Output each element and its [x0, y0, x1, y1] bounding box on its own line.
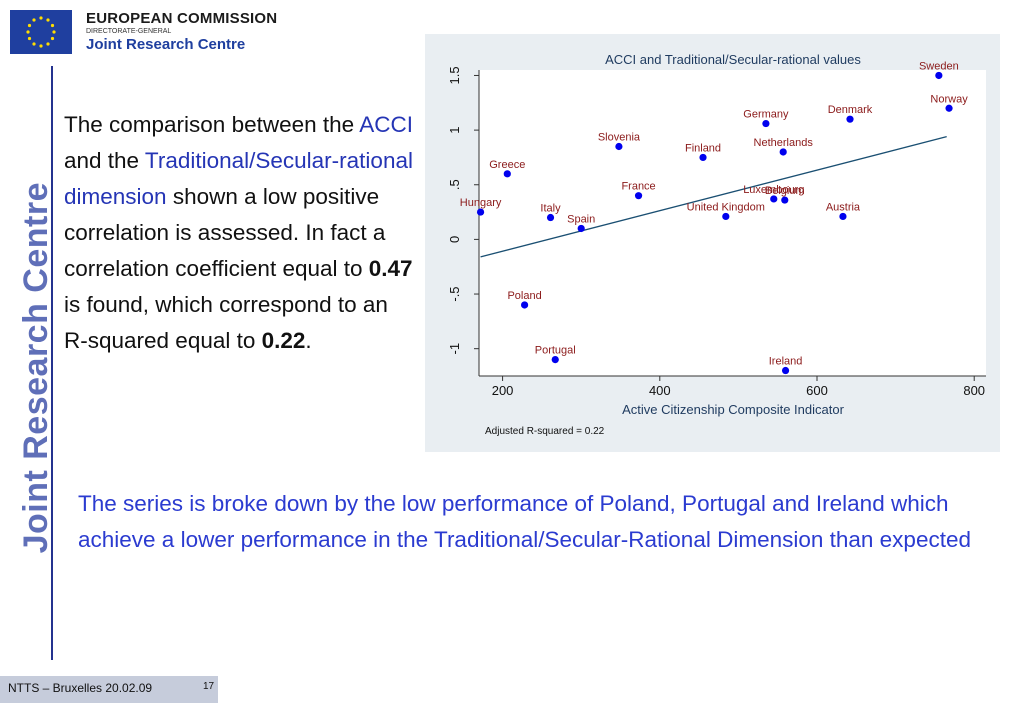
point-label-poland: Poland [507, 290, 541, 302]
point-label-austria: Austria [826, 201, 861, 213]
x-tick-label: 600 [806, 383, 828, 398]
point-slovenia [615, 142, 623, 151]
point-label-greece: Greece [489, 159, 525, 171]
x-tick-label: 800 [963, 383, 985, 398]
point-label-ireland: Ireland [769, 356, 803, 368]
conclusion-paragraph: The series is broke down by the low perf… [78, 491, 971, 552]
side-divider [51, 66, 53, 660]
point-label-germany: Germany [743, 109, 789, 121]
text-part-2: and the [64, 148, 145, 173]
point-label-sweden: Sweden [919, 60, 959, 72]
chart-note: Adjusted R-squared = 0.22 [485, 426, 605, 437]
correlation-value: 0.47 [368, 256, 413, 281]
point-italy [546, 213, 555, 222]
point-portugal [551, 356, 559, 364]
point-label-united-kingdom: United Kingdom [687, 201, 765, 213]
side-title-text: Joint Research Centre [16, 181, 55, 554]
plot-area [479, 70, 986, 376]
footer-bar: NTTS – Bruxelles 20.02.09 17 [0, 676, 218, 703]
y-tick-label: -.5 [447, 286, 462, 301]
y-tick-label: .5 [447, 179, 462, 190]
point-label-slovenia: Slovenia [598, 132, 641, 144]
chart-title: ACCI and Traditional/Secular-rational va… [605, 52, 861, 67]
point-label-belgium: Belgium [765, 185, 805, 197]
point-finland [699, 153, 707, 162]
org-directorate: DIRECTORATE-GENERAL [86, 28, 172, 35]
text-part-1: The comparison between the [64, 112, 360, 137]
point-norway [945, 104, 953, 112]
fit-line [480, 136, 947, 258]
footer-label: NTTS – Bruxelles 20.02.09 [8, 681, 153, 695]
point-label-netherlands: Netherlands [754, 137, 814, 149]
x-tick-label: 400 [649, 383, 671, 398]
point-netherlands [779, 148, 787, 156]
point-sweden [935, 71, 943, 80]
r-squared-value: 0.22 [261, 328, 306, 353]
text-part-3: shown a low positive correlation is asse… [64, 184, 386, 281]
comparison-paragraph: The comparison between the ACCI and the … [64, 107, 416, 359]
point-label-hungary: Hungary [460, 197, 502, 209]
text-part-5: . [305, 328, 312, 353]
org-jrc-name: Joint Research Centre [86, 36, 246, 53]
chart-panel: ACCI and Traditional/Secular-rational va… [425, 34, 1000, 452]
x-tick-label: 200 [492, 383, 514, 398]
point-united-kingdom [722, 212, 730, 221]
point-hungary [476, 208, 485, 216]
scatter-chart: ACCI and Traditional/Secular-rational va… [447, 52, 986, 437]
x-axis-title: Active Citizenship Composite Indicator [622, 402, 844, 417]
point-germany [762, 119, 770, 128]
point-label-italy: Italy [540, 203, 561, 215]
point-label-portugal: Portugal [535, 345, 576, 357]
point-france [634, 192, 643, 200]
point-label-norway: Norway [930, 93, 968, 105]
point-label-finland: Finland [685, 142, 721, 154]
y-tick-label: -1 [447, 343, 462, 355]
point-ireland [781, 366, 790, 375]
points-layer: Sweden Norway Denmark Germany Netherlands Fin… [460, 60, 968, 375]
point-greece [503, 170, 511, 178]
point-denmark [846, 115, 854, 123]
point-label-denmark: Denmark [828, 104, 873, 116]
point-label-spain: Spain [567, 213, 595, 225]
axes-layer: 200 400 600 800 -1 -.5 0 .5 1 1.5 [447, 66, 986, 398]
point-belgium [781, 196, 789, 204]
point-label-luxembourg: Luxembourg [743, 184, 804, 196]
fit-line-layer [480, 136, 947, 258]
y-tick-label: 0 [447, 236, 462, 243]
y-tick-label: 1.5 [447, 66, 462, 84]
point-austria [839, 212, 847, 221]
point-spain [577, 224, 585, 233]
point-luxembourg [770, 195, 778, 203]
point-label-france: France [621, 181, 655, 193]
y-tick-label: 1 [447, 126, 462, 133]
org-name: EUROPEAN COMMISSION [86, 10, 278, 27]
page-number: 17 [203, 681, 215, 692]
text-part-4: is found, which correspond to an R-squar… [64, 292, 388, 353]
point-poland [520, 301, 529, 309]
commission-logo: EUROPEAN COMMISSION DIRECTORATE-GENERAL … [10, 10, 277, 54]
acci-term: ACCI [359, 112, 413, 137]
eu-flag-icon [10, 10, 72, 54]
dimension-term: Traditional/Secular-rational dimension [64, 148, 413, 209]
